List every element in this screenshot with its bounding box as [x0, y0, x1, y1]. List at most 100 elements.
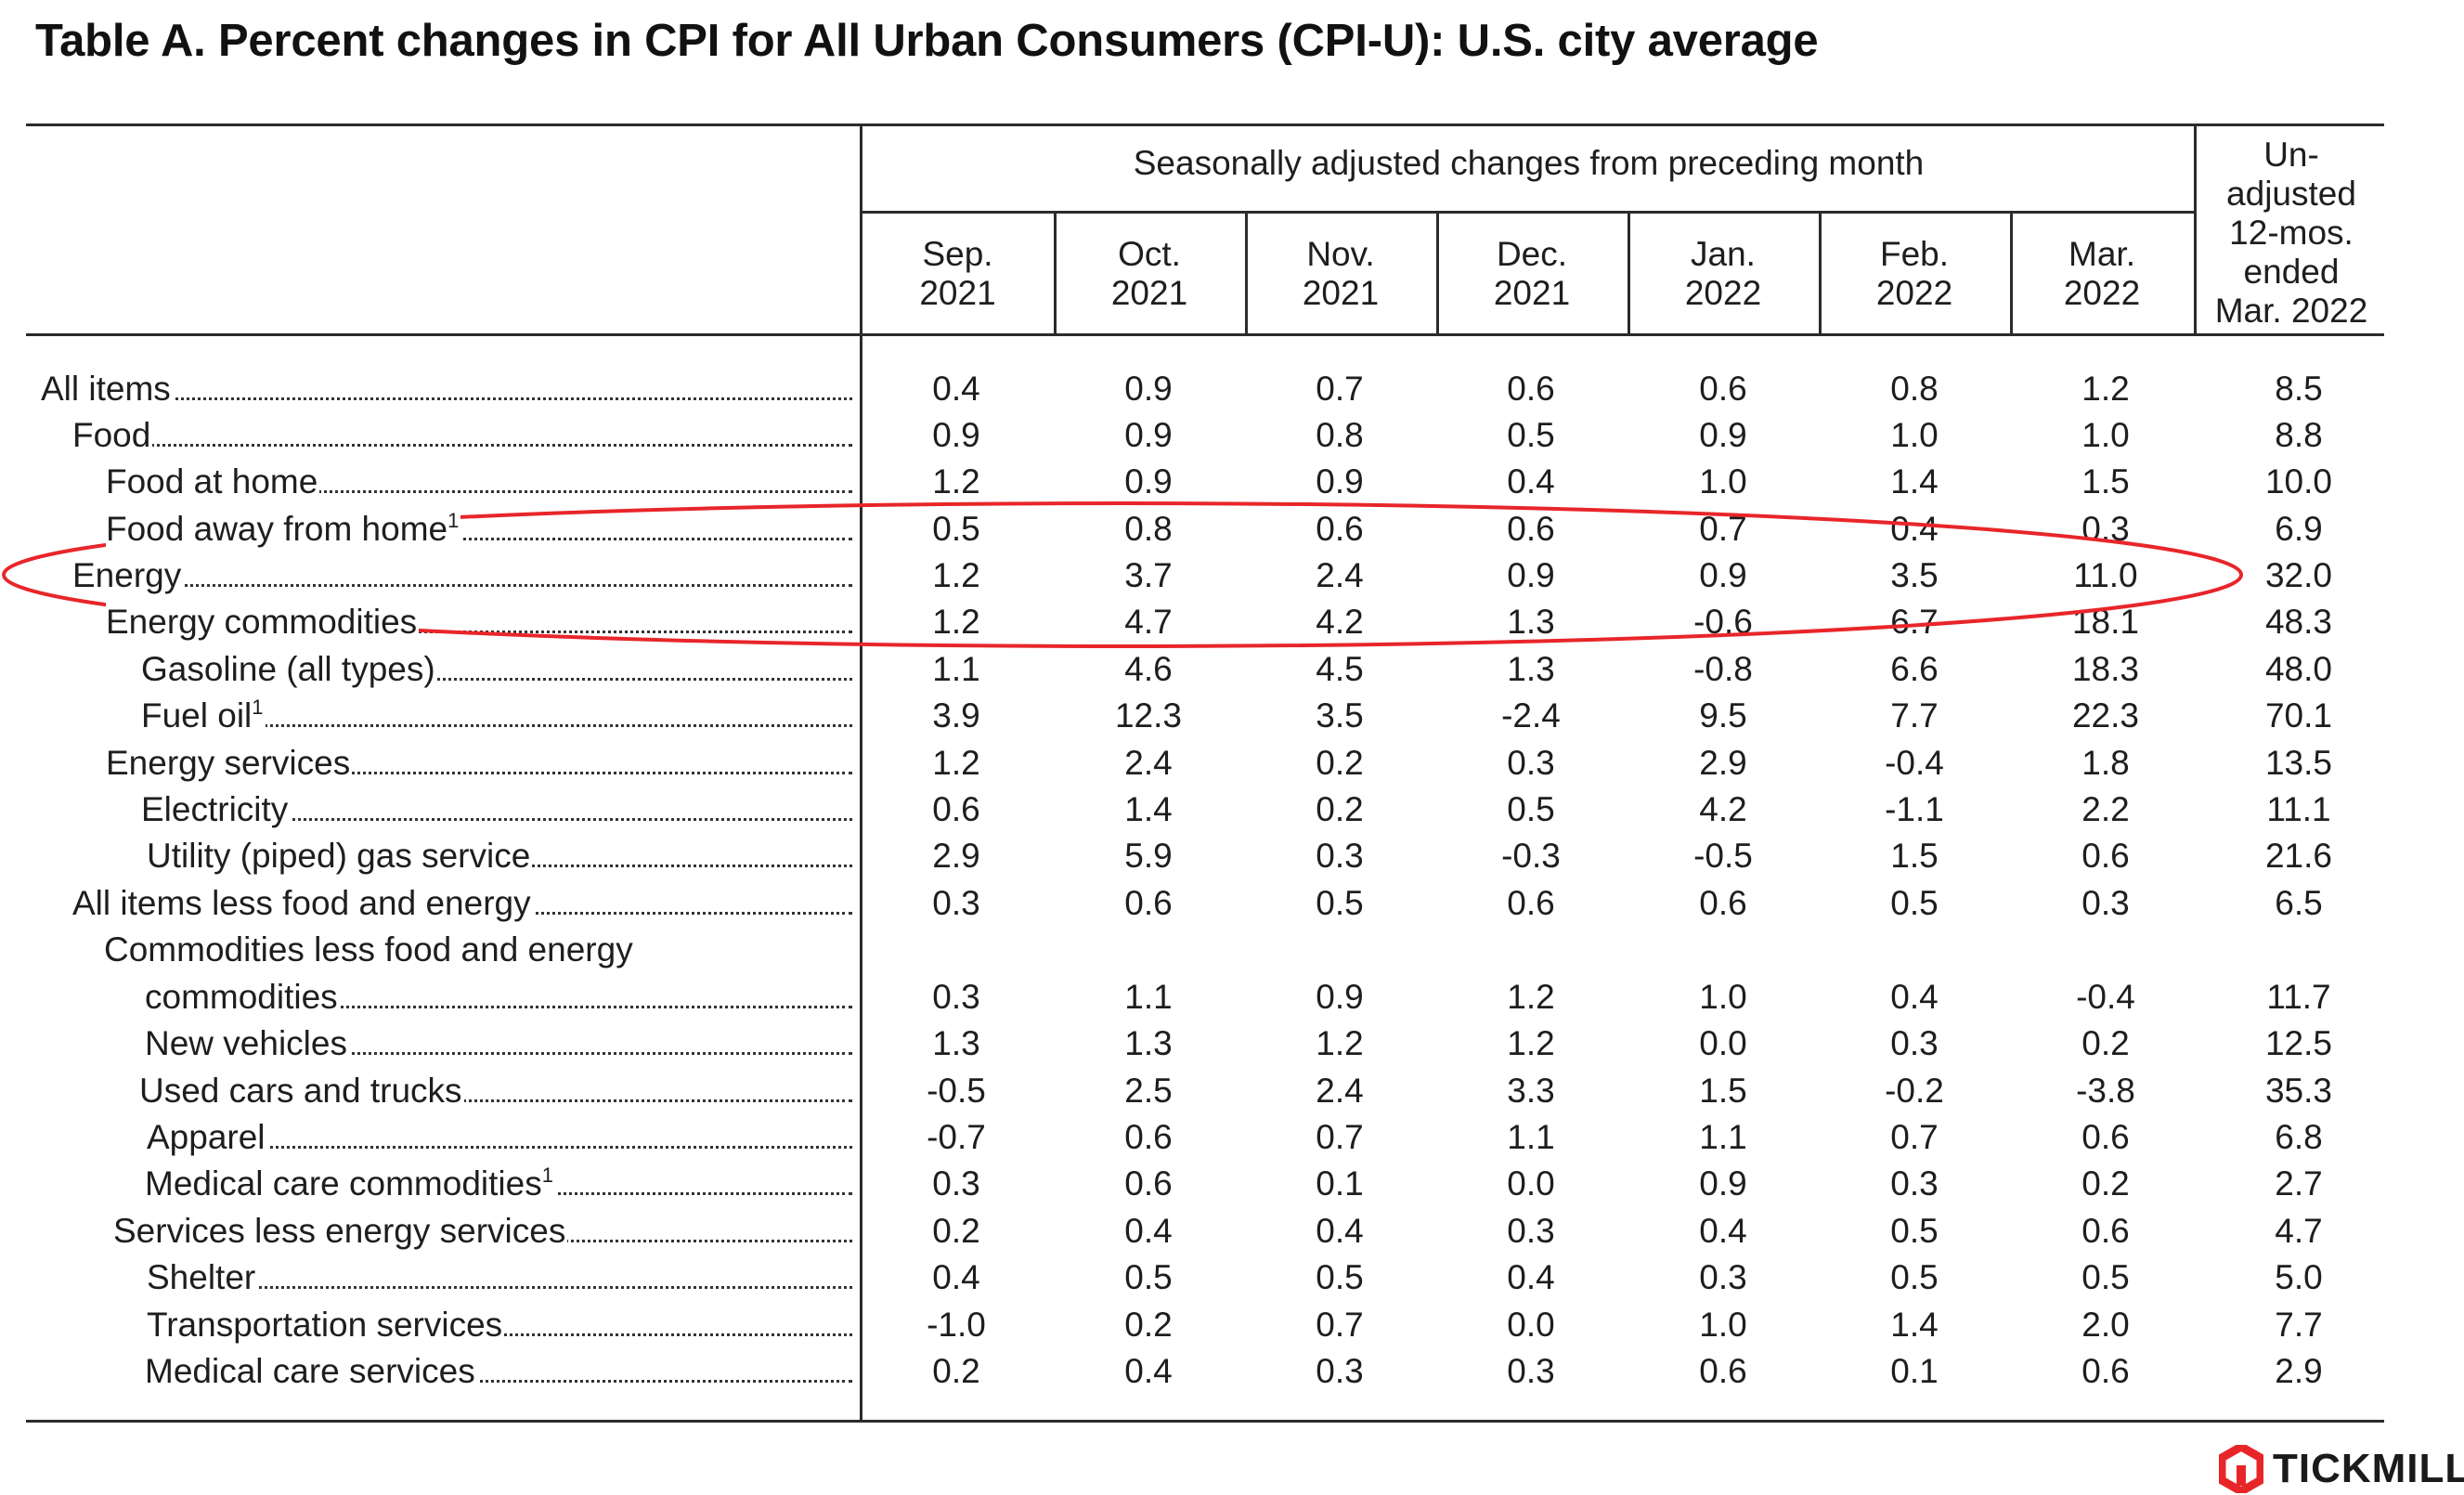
unadjusted-header-line: Mar. 2022 — [2214, 292, 2368, 330]
monthly-change-value: 0.3 — [932, 1164, 980, 1202]
monthly-change-value: 1.3 — [1124, 1024, 1173, 1062]
label-divider — [860, 124, 862, 1422]
monthly-change-value: 0.9 — [932, 416, 980, 454]
month-header-month: Feb. — [1879, 235, 1950, 273]
leader-dots — [145, 1006, 852, 1008]
row-label: Transportation services — [147, 1302, 852, 1348]
table-row: Energy commodities 1.2 4.7 4.2 1.3 -0.6 6.7 18.… — [0, 599, 2464, 645]
monthly-change-value: 0.8 — [1890, 370, 1939, 408]
month-column-divider — [1054, 213, 1057, 335]
row-label-name: Energy services — [106, 744, 351, 782]
monthly-change-value: 18.3 — [2071, 650, 2139, 688]
monthly-change-value: 11.0 — [2073, 556, 2138, 594]
unadjusted-value: 11.7 — [2266, 978, 2331, 1016]
monthly-change-value: 0.6 — [1124, 1118, 1173, 1156]
row-label: All items less food and energy — [72, 880, 852, 927]
leader-dots — [147, 1286, 852, 1289]
row-label: Used cars and trucks — [139, 1068, 852, 1114]
monthly-change-value: 3.3 — [1507, 1072, 1555, 1110]
monthly-change-value: 1.5 — [1890, 837, 1939, 875]
monthly-change-value: 0.9 — [1316, 462, 1364, 500]
leader-dots — [141, 724, 852, 727]
month-header-year: 2021 — [1110, 274, 1188, 312]
monthly-change-value: 0.9 — [1507, 556, 1555, 594]
month-header: Feb. 2022 — [1819, 235, 2010, 313]
monthly-change-value: 1.5 — [2081, 462, 2130, 500]
monthly-change-value: -0.5 — [927, 1072, 986, 1110]
monthly-change-value: 0.6 — [1507, 370, 1555, 408]
monthly-change-value: -1.1 — [1885, 790, 1944, 828]
monthly-change-value: 0.9 — [1699, 556, 1747, 594]
table-row: Electricity 0.6 1.4 0.2 0.5 4.2 -1.1 2.2 11.1 — [0, 786, 2464, 833]
unadjusted-value: 6.5 — [2275, 884, 2323, 922]
month-header: Oct. 2021 — [1054, 235, 1245, 313]
month-header-month: Nov. — [1306, 235, 1375, 273]
monthly-change-value: 1.2 — [2081, 370, 2130, 408]
month-header-year: 2022 — [2063, 274, 2141, 312]
row-label: Medical care commodities1 — [145, 1161, 852, 1207]
row-label-name: Food at home — [106, 462, 318, 500]
row-label: Services less energy services — [113, 1208, 852, 1254]
monthly-change-value: -1.0 — [927, 1306, 986, 1344]
monthly-change-value: 1.0 — [1890, 416, 1939, 454]
monthly-change-value: 4.7 — [1124, 603, 1173, 641]
monthly-change-value: 0.6 — [1507, 884, 1555, 922]
footnote-marker: 1 — [541, 1164, 553, 1187]
monthly-change-value: 0.2 — [932, 1212, 980, 1250]
unadjusted-value: 2.7 — [2275, 1164, 2323, 1202]
row-label: New vehicles — [145, 1020, 852, 1067]
row-label: All items — [41, 366, 852, 412]
leader-dots — [106, 772, 852, 774]
month-column-divider — [2010, 213, 2013, 335]
monthly-change-value: 0.6 — [1507, 510, 1555, 548]
table-row: Apparel -0.7 0.6 0.7 1.1 1.1 0.7 0.6 6.8 — [0, 1114, 2464, 1161]
monthly-change-value: 6.7 — [1890, 603, 1939, 641]
monthly-change-value: -3.8 — [2076, 1072, 2135, 1110]
unadjusted-value: 35.3 — [2264, 1072, 2332, 1110]
monthly-change-value: 1.2 — [932, 462, 980, 500]
row-label-name: Medical care commodities — [145, 1164, 542, 1202]
monthly-change-value: 0.7 — [1316, 370, 1364, 408]
monthly-change-value: 0.7 — [1699, 510, 1747, 548]
month-header: Dec. 2021 — [1436, 235, 1628, 313]
monthly-change-value: -0.6 — [1693, 603, 1753, 641]
row-label-text: All items less food and energy — [72, 884, 533, 922]
monthly-change-value: 1.4 — [1890, 462, 1939, 500]
monthly-change-value: 0.8 — [1316, 416, 1364, 454]
table-row: Utility (piped) gas service 2.9 5.9 0.3 -0.3… — [0, 833, 2464, 879]
monthly-change-value: 0.7 — [1316, 1118, 1364, 1156]
table-title: Table A. Percent changes in CPI for All … — [35, 16, 1819, 66]
row-label: Gasoline (all types) — [141, 646, 852, 693]
unadjusted-header-line: 12-mos. — [2229, 214, 2354, 252]
month-header-month: Sep. — [922, 235, 993, 273]
monthly-change-value: 0.2 — [932, 1352, 980, 1390]
monthly-change-value: 1.1 — [932, 650, 980, 688]
monthly-change-value: 0.3 — [1316, 1352, 1364, 1390]
monthly-change-value: 0.4 — [1890, 510, 1939, 548]
monthly-change-value: 1.1 — [1124, 978, 1173, 1016]
monthly-change-value: 1.0 — [1699, 462, 1747, 500]
unadjusted-value: 48.0 — [2264, 650, 2332, 688]
unadjusted-value: 6.8 — [2275, 1118, 2323, 1156]
monthly-change-value: 1.4 — [1124, 790, 1173, 828]
unadjusted-value: 12.5 — [2264, 1024, 2332, 1062]
monthly-change-value: 1.2 — [932, 556, 980, 594]
row-label-name: Electricity — [141, 790, 289, 828]
table-row: All items less food and energy 0.3 0.6 0.5 0… — [0, 880, 2464, 927]
monthly-change-value: 2.9 — [1699, 744, 1747, 782]
monthly-change-value: 9.5 — [1699, 696, 1747, 734]
month-header-year: 2021 — [919, 274, 996, 312]
row-label-name: Used cars and trucks — [139, 1072, 462, 1110]
monthly-change-value: 2.5 — [1124, 1072, 1173, 1110]
row-label-name: Energy — [72, 556, 182, 594]
row-label-name: All items less food and energy — [72, 884, 531, 922]
footnote-marker: 1 — [447, 509, 460, 532]
table-row: Energy services 1.2 2.4 0.2 0.3 2.9 -0.4 1.8 13.… — [0, 740, 2464, 786]
unadjusted-value: 48.3 — [2264, 603, 2332, 641]
monthly-change-value: -0.5 — [1693, 837, 1753, 875]
monthly-change-value: 1.2 — [1507, 978, 1555, 1016]
unadjusted-value: 4.7 — [2275, 1212, 2323, 1250]
monthly-change-value: 3.7 — [1124, 556, 1173, 594]
month-header: Jan. 2022 — [1628, 235, 1819, 313]
row-label-text: Food — [72, 416, 153, 454]
